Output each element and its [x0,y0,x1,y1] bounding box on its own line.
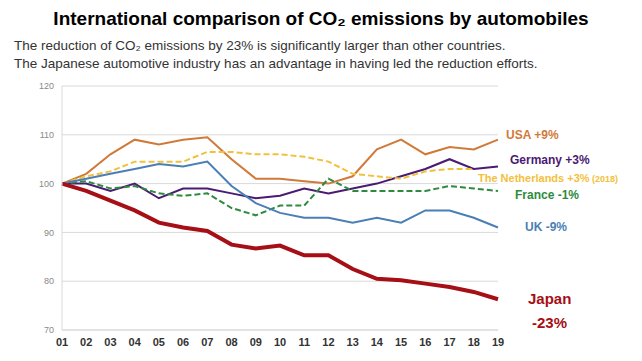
svg-text:01: 01 [56,336,68,348]
svg-text:110: 110 [40,130,54,140]
svg-text:07: 07 [201,336,213,348]
svg-text:90: 90 [44,228,54,238]
html-text:UK -9%: UK -9% [525,220,567,234]
svg-text:120: 120 [39,81,54,91]
svg-text:10: 10 [274,336,286,348]
html-text:-23%: -23% [532,314,567,331]
svg-text:05: 05 [153,336,165,348]
svg-text:06: 06 [177,336,189,348]
svg-text:14: 14 [371,336,384,348]
html-text:The Netherlands +3%(2018): The Netherlands +3%(2018) [478,172,619,184]
svg-text:04: 04 [129,336,142,348]
svg-text:17: 17 [443,336,455,348]
svg-text:13: 13 [347,336,359,348]
html-text:USA +9%: USA +9% [506,128,559,142]
svg-text:08: 08 [225,336,237,348]
html-text:Japan: Japan [528,290,572,307]
svg-text:09: 09 [250,336,262,348]
svg-text:100: 100 [39,179,54,189]
svg-text:02: 02 [80,336,92,348]
svg-text:80: 80 [44,276,54,286]
svg-text:03: 03 [104,336,116,348]
html-text:The Japanese automotive indust: The Japanese automotive industry has an … [14,56,538,71]
html-text:France -1%: France -1% [515,188,579,202]
svg-text:19: 19 [492,336,504,348]
html-text:Germany +3%: Germany +3% [510,153,590,167]
svg-text:18: 18 [468,336,480,348]
html-text:The reduction of CO₂ emissions: The reduction of CO₂ emissions by 23% is… [14,38,506,53]
html-text:International comparison of CO: International comparison of CO₂ emission… [53,8,589,29]
svg-text:15: 15 [395,336,407,348]
svg-text:11: 11 [298,336,310,348]
svg-text:70: 70 [44,325,54,335]
svg-text:12: 12 [322,336,334,348]
svg-text:16: 16 [419,336,431,348]
